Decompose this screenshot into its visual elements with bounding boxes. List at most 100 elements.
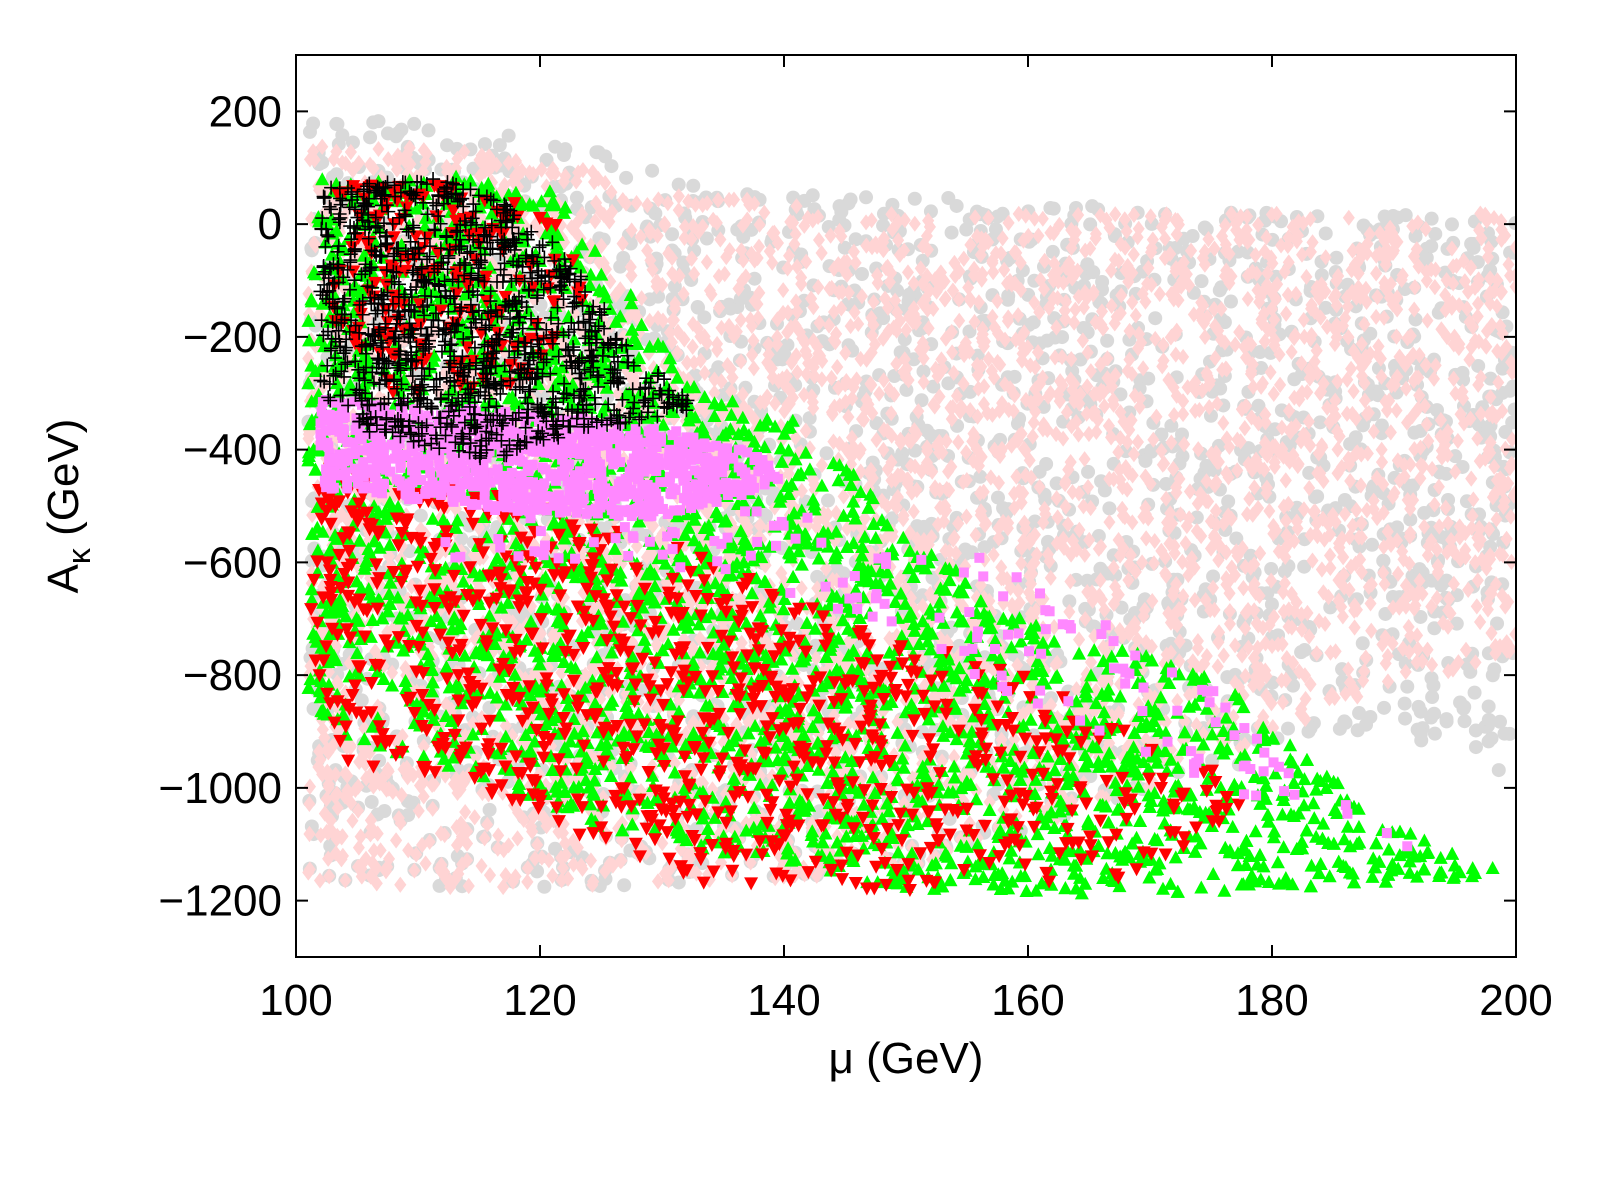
data-point bbox=[645, 163, 660, 178]
data-point bbox=[482, 700, 497, 715]
data-point bbox=[1424, 710, 1439, 725]
data-point bbox=[1221, 494, 1236, 509]
data-point bbox=[1424, 211, 1439, 226]
data-point bbox=[959, 222, 974, 237]
data-point bbox=[1378, 606, 1393, 621]
data-point bbox=[854, 267, 869, 282]
data-point bbox=[363, 130, 378, 145]
data-point bbox=[1424, 239, 1439, 254]
data-point bbox=[1434, 578, 1449, 593]
data-point bbox=[1398, 711, 1413, 726]
data-point bbox=[1507, 402, 1516, 417]
data-point bbox=[1414, 733, 1429, 748]
data-point bbox=[371, 114, 386, 129]
data-point bbox=[1329, 250, 1344, 265]
data-point bbox=[899, 382, 914, 397]
data-point bbox=[440, 138, 455, 153]
data-point bbox=[1100, 333, 1115, 348]
data-point bbox=[477, 137, 492, 152]
data-point bbox=[1457, 714, 1472, 729]
data-point bbox=[1332, 721, 1347, 736]
data-point bbox=[1365, 537, 1380, 552]
data-point bbox=[1264, 597, 1279, 612]
data-point bbox=[1408, 312, 1423, 327]
data-point bbox=[691, 300, 706, 315]
data-point bbox=[832, 199, 847, 214]
data-point bbox=[1481, 699, 1496, 714]
data-point bbox=[914, 393, 929, 408]
data-point bbox=[723, 301, 738, 316]
data-point bbox=[1491, 763, 1506, 778]
data-point bbox=[377, 804, 392, 819]
data-point bbox=[1281, 721, 1296, 736]
data-point bbox=[1081, 464, 1096, 479]
data-point bbox=[413, 508, 428, 523]
data-point bbox=[686, 178, 701, 193]
data-point bbox=[1313, 415, 1328, 430]
data-point bbox=[1102, 501, 1117, 516]
data-point bbox=[1348, 430, 1363, 445]
data-point bbox=[1197, 220, 1212, 235]
data-point bbox=[1138, 453, 1153, 468]
data-point bbox=[1323, 600, 1338, 615]
data-point bbox=[1417, 506, 1432, 521]
data-point bbox=[1294, 645, 1309, 660]
data-point bbox=[1400, 679, 1415, 694]
data-point bbox=[1159, 476, 1174, 491]
data-point bbox=[1318, 226, 1333, 241]
data-point bbox=[819, 446, 834, 461]
data-point bbox=[537, 879, 552, 894]
data-point bbox=[407, 116, 422, 131]
data-point bbox=[482, 802, 497, 817]
data-point bbox=[1043, 201, 1058, 216]
data-point bbox=[1318, 300, 1333, 315]
data-point bbox=[421, 123, 436, 138]
data-point bbox=[1194, 274, 1209, 289]
data-point bbox=[1497, 726, 1512, 741]
data-point bbox=[1439, 714, 1454, 729]
data-point bbox=[990, 490, 1005, 505]
data-point bbox=[1314, 268, 1329, 283]
data-points bbox=[301, 114, 1516, 900]
data-point bbox=[1485, 668, 1500, 683]
data-point bbox=[1001, 288, 1016, 303]
data-point bbox=[1411, 699, 1426, 714]
data-point bbox=[1467, 685, 1482, 700]
data-point bbox=[1456, 701, 1471, 716]
data-point bbox=[619, 170, 634, 185]
data-point bbox=[1337, 492, 1352, 507]
data-point bbox=[501, 128, 516, 143]
data-point bbox=[1359, 717, 1374, 732]
data-point bbox=[354, 693, 369, 708]
data-point bbox=[1301, 724, 1316, 739]
data-point bbox=[1377, 700, 1392, 715]
data-point bbox=[941, 190, 956, 205]
data-point bbox=[306, 116, 321, 131]
data-point bbox=[1085, 199, 1100, 214]
data-point bbox=[907, 191, 922, 206]
data-point bbox=[1490, 616, 1505, 631]
data-point bbox=[1444, 217, 1459, 232]
data-point bbox=[1223, 294, 1238, 309]
data-point bbox=[1427, 726, 1442, 741]
data-point bbox=[916, 364, 931, 379]
data-point bbox=[843, 192, 858, 207]
data-point bbox=[1481, 712, 1496, 727]
data-point bbox=[329, 116, 344, 131]
data-point bbox=[364, 794, 379, 809]
data-point bbox=[973, 469, 988, 484]
data-point bbox=[1425, 690, 1440, 705]
data-point bbox=[1148, 311, 1163, 326]
data-point bbox=[1045, 244, 1060, 259]
data-point bbox=[1397, 696, 1412, 711]
data-point bbox=[1495, 361, 1510, 376]
data-point bbox=[1424, 671, 1439, 686]
data-point bbox=[492, 138, 507, 153]
data-point bbox=[859, 190, 874, 205]
data-point bbox=[1468, 723, 1483, 738]
data-point bbox=[920, 423, 935, 438]
data-point bbox=[820, 493, 835, 508]
data-point bbox=[389, 129, 404, 144]
data-point bbox=[548, 139, 563, 154]
